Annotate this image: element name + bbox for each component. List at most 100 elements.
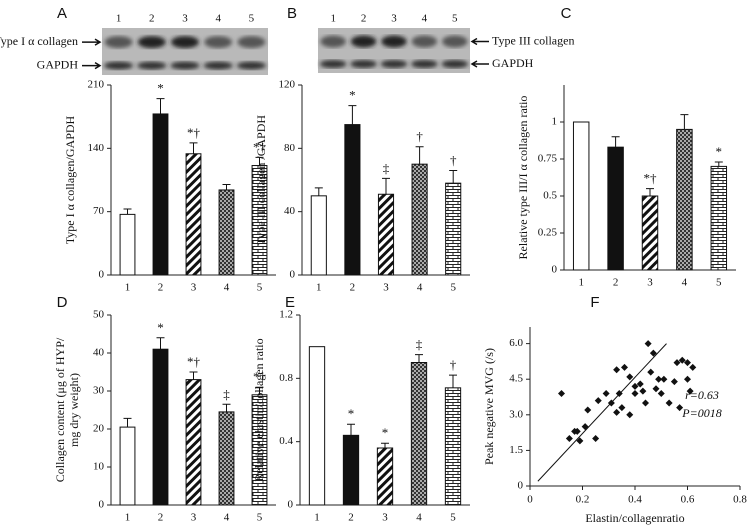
blot-band — [137, 36, 166, 49]
scatter-point — [626, 411, 634, 419]
scatter-point — [621, 363, 628, 371]
x-tick-label: 5 — [257, 512, 263, 524]
scatter-point — [686, 387, 694, 395]
x-tick-label: 1 — [316, 282, 322, 294]
error-bar — [314, 187, 323, 196]
bar — [676, 128, 693, 271]
blot-band — [236, 61, 267, 70]
x-tick-label: 1 — [125, 282, 131, 294]
error-bar — [348, 105, 357, 125]
lane-label: 2 — [149, 13, 155, 25]
scatter-point — [684, 375, 691, 383]
annotation: r=0.63 — [685, 388, 719, 402]
error-bar — [646, 188, 654, 196]
bar — [607, 146, 624, 271]
error-bar — [611, 136, 620, 148]
y-tick-label: 140 — [88, 142, 105, 154]
error-bar — [189, 371, 198, 380]
x-tick-label: 2 — [348, 512, 354, 524]
blot-band — [171, 36, 199, 49]
band-arrow — [82, 38, 102, 46]
lane-label: 1 — [116, 13, 122, 25]
lane-label: 1 — [330, 13, 336, 25]
error-bar — [123, 208, 132, 215]
blot-band — [237, 36, 266, 49]
scatter-point — [660, 375, 668, 383]
y-axis-label: Relative elastin/collagen ratio — [252, 338, 266, 481]
significance-marker: * — [382, 425, 389, 440]
lane-label: 3 — [182, 13, 188, 25]
y-tick-label: 0 — [99, 499, 105, 511]
y-tick-label: 0 — [288, 499, 294, 511]
x-tick-label: 2 — [158, 282, 164, 294]
trend-line — [537, 343, 667, 482]
x-tick-label: 2 — [613, 277, 619, 289]
y-tick-label: 0 — [518, 480, 524, 492]
significance-marker: ‡ — [416, 337, 423, 352]
significance-marker: ‡ — [223, 386, 230, 401]
x-tick-label: 3 — [191, 282, 197, 294]
scatter-point — [626, 373, 634, 381]
scatter-point — [581, 423, 589, 431]
y-tick-label: 6.0 — [509, 337, 523, 349]
x-tick-label: 1 — [314, 512, 320, 524]
scatter-point — [565, 435, 573, 443]
y-tick-label: 0 — [290, 269, 296, 281]
bar — [152, 113, 169, 276]
error-bar — [680, 114, 689, 130]
scatter-point — [592, 435, 600, 443]
x-tick-label: 4 — [224, 512, 230, 524]
blot-band — [203, 61, 233, 70]
y-tick-label: 0.4 — [279, 435, 293, 447]
bar — [410, 362, 428, 506]
scatter-point — [644, 340, 652, 348]
bar — [445, 182, 462, 276]
blot-band — [320, 35, 346, 48]
y-tick-label: 1 — [552, 116, 558, 128]
y-tick-label: 10 — [93, 461, 105, 473]
lane-label: 5 — [452, 13, 458, 25]
error-bar — [189, 142, 198, 154]
error-bar — [156, 337, 165, 350]
error-bar — [222, 184, 231, 190]
scatter-point — [649, 349, 657, 357]
x-tick-label: 0.2 — [576, 494, 590, 506]
scatter-point — [639, 387, 647, 395]
x-tick-label: 3 — [191, 512, 197, 524]
blot-band — [170, 61, 200, 70]
scatter-point — [631, 389, 639, 397]
x-axis-label: Elastin/collagenratio — [585, 511, 684, 525]
y-tick-label: 120 — [279, 79, 296, 91]
blot-band — [350, 60, 377, 68]
scatter-point — [673, 359, 681, 367]
significance-marker: *† — [644, 171, 658, 186]
y-tick-label: 40 — [93, 347, 105, 359]
y-tick-label: 0.25 — [538, 227, 558, 239]
panel-letter: E — [285, 294, 295, 311]
scatter-point — [613, 366, 621, 374]
blot-band — [381, 35, 407, 48]
blot-band — [380, 60, 408, 68]
bar — [344, 124, 361, 276]
bar — [641, 195, 659, 271]
panel-letter: A — [57, 5, 67, 22]
scatter-point — [647, 368, 655, 376]
x-tick-label: 2 — [350, 282, 356, 294]
significance-marker: *† — [187, 125, 201, 140]
significance-marker: * — [157, 81, 164, 96]
error-bar — [415, 146, 424, 165]
band-arrow — [82, 61, 102, 70]
blot-band — [411, 35, 438, 48]
scatter-point — [584, 406, 592, 414]
bar — [376, 447, 394, 506]
scatter-point — [657, 389, 665, 397]
scatter-point — [594, 397, 602, 405]
y-tick-label: 0 — [552, 264, 558, 276]
y-tick-label: 50 — [93, 309, 105, 321]
x-tick-label: 1 — [125, 512, 131, 524]
panel: A 0 70 140 210 Type I α collagen/GAPDH 1 * 2 *† 3 4… — [0, 5, 276, 294]
x-tick-label: 0.8 — [733, 494, 747, 506]
y-tick-label: 0 — [99, 269, 105, 281]
significance-marker: ‡ — [383, 160, 390, 175]
